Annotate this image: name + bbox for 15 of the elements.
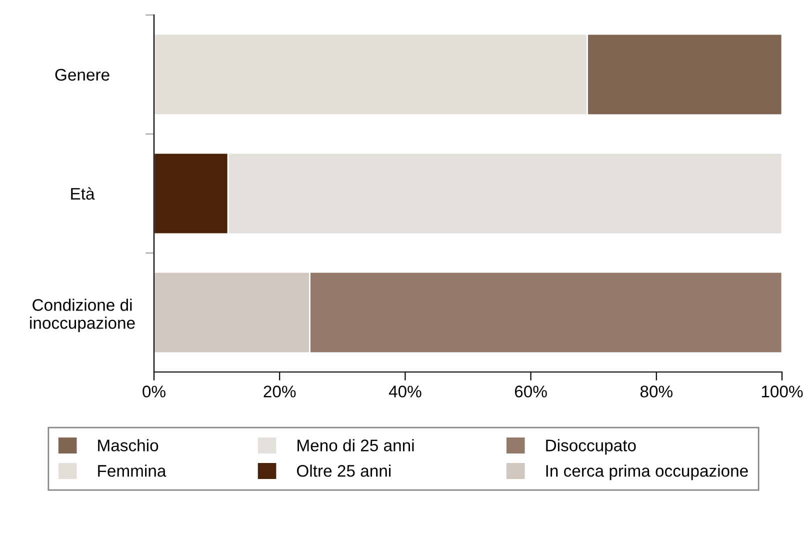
y-tick-label: Genere	[55, 68, 110, 81]
legend-label: In cerca prima occupazione	[546, 464, 748, 480]
x-tick-label: 100%	[762, 386, 803, 398]
legend-label: Femmina	[98, 464, 166, 477]
x-tick-label: 40%	[388, 386, 422, 398]
x-tick-label: 80%	[640, 386, 672, 398]
legend-label: Oltre 25 anni	[296, 464, 391, 477]
y-tick-label: Età	[71, 187, 95, 200]
legend-label: Meno di 25 anni	[298, 439, 414, 452]
legend-label: Maschio	[98, 439, 158, 452]
x-tick-label: 0%	[142, 386, 166, 398]
y-tick-label: Condizione di inoccupazione	[30, 298, 135, 332]
x-tick-label: 20%	[264, 386, 296, 398]
legend-label: Disoccupato	[546, 439, 636, 455]
x-tick-label: 60%	[514, 386, 547, 398]
